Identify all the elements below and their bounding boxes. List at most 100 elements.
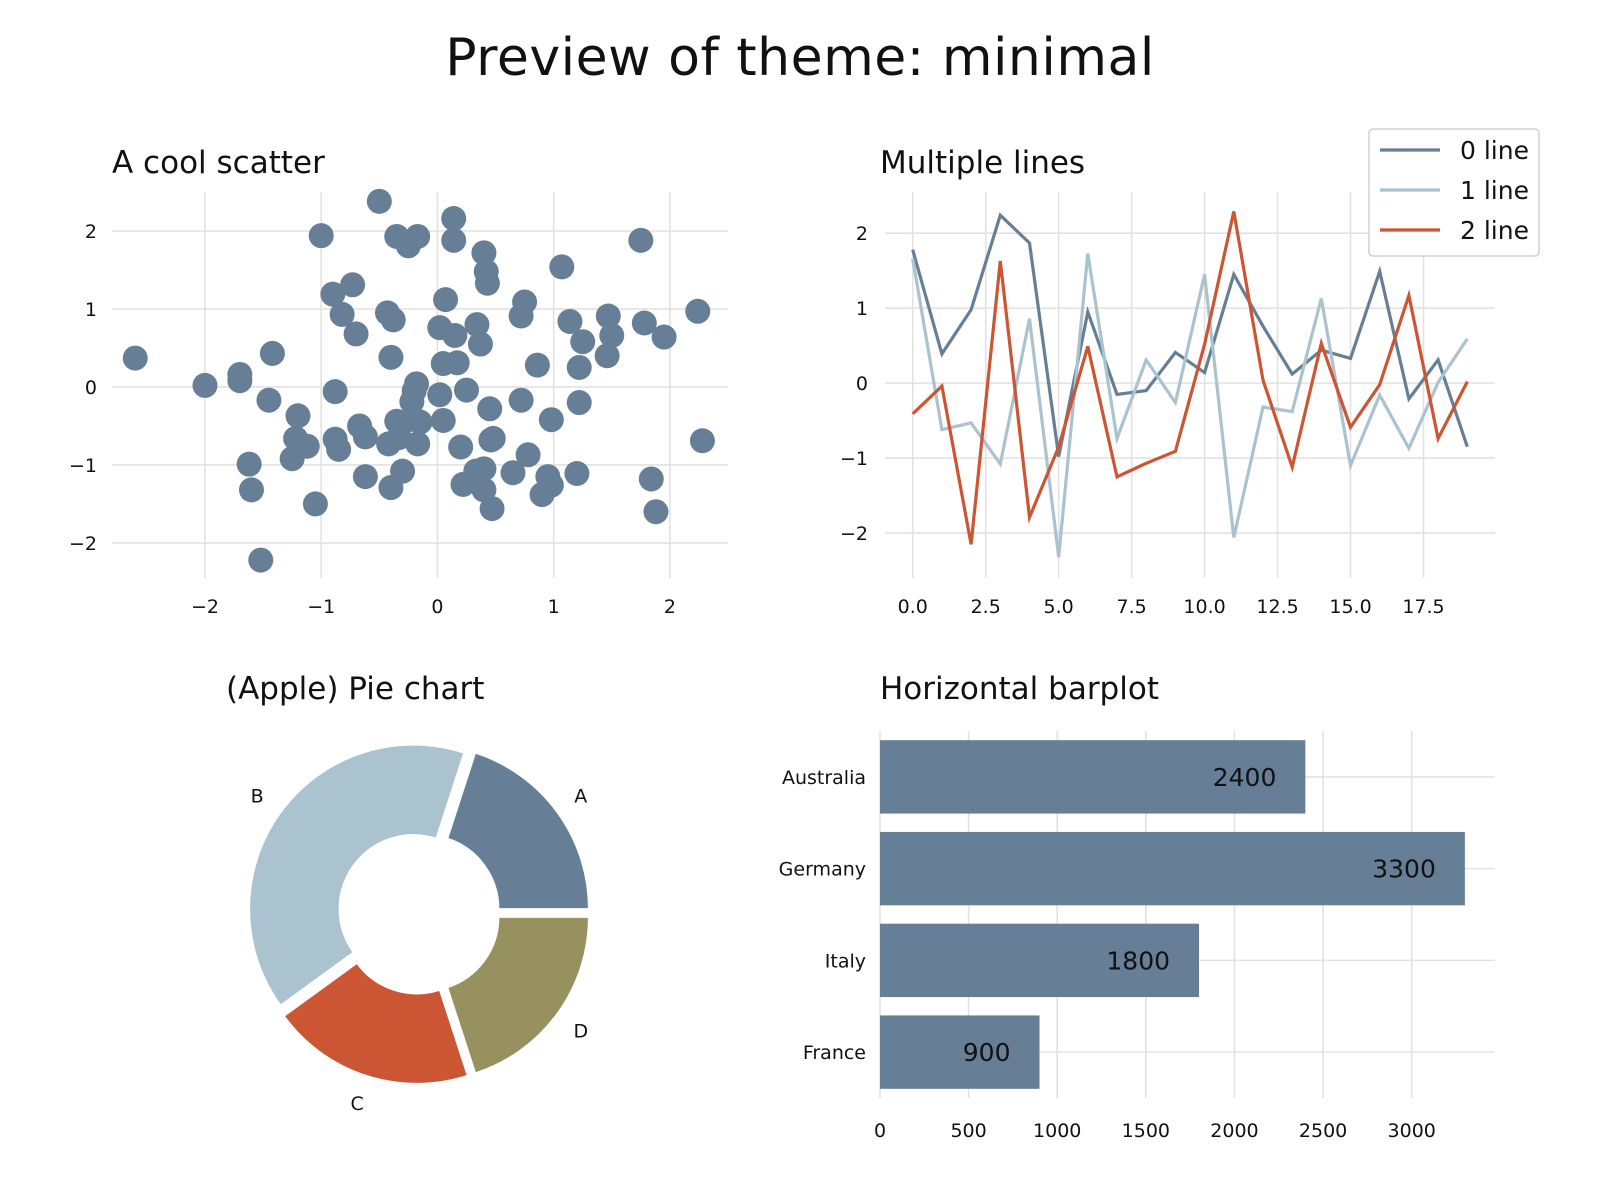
scatter-point <box>285 403 311 429</box>
scatter-point <box>628 227 654 253</box>
pie-slice-a <box>446 751 590 910</box>
scatter-point <box>192 372 218 398</box>
bar-value-label: 1800 <box>1106 946 1170 975</box>
scatter-y-tick-label: −1 <box>69 455 97 477</box>
scatter-y-tick-label: 1 <box>85 299 97 321</box>
scatter-point <box>236 451 262 477</box>
lines-x-tick-label: 5.0 <box>1044 596 1074 618</box>
scatter-point <box>256 387 282 413</box>
scatter-point <box>474 270 500 296</box>
scatter-point <box>442 322 468 348</box>
scatter-point <box>405 223 431 249</box>
barh-y-tick-label: France <box>803 1042 866 1064</box>
line-series-1 <box>911 253 1469 558</box>
scatter-point <box>430 407 456 433</box>
scatter-point <box>515 442 541 468</box>
scatter-point <box>405 431 431 457</box>
scatter-point <box>471 456 497 482</box>
scatter-point <box>570 329 596 355</box>
scatter-point <box>689 428 715 454</box>
pie-slice-c <box>283 962 469 1085</box>
scatter-point <box>464 312 490 338</box>
scatter-point <box>512 289 538 315</box>
scatter-y-tick-label: 2 <box>85 221 97 243</box>
lines-y-tick-label: 0 <box>856 373 868 395</box>
scatter-point <box>340 272 366 298</box>
scatter-point <box>444 350 470 376</box>
scatter-point <box>433 287 459 313</box>
scatter-point <box>122 345 148 371</box>
bar-value-label: 2400 <box>1213 763 1277 792</box>
bar-italy <box>880 923 1200 998</box>
legend-label-2: 2 line <box>1460 216 1529 245</box>
scatter-y-tick-label: −2 <box>69 533 97 555</box>
scatter-point <box>441 227 467 253</box>
line-series-0 <box>911 212 1469 457</box>
scatter-point <box>390 458 416 484</box>
line-series-2 <box>911 211 1469 545</box>
barh-x-tick-label: 1500 <box>1122 1120 1170 1142</box>
scatter-point <box>467 331 493 357</box>
barh-y-tick-label: Germany <box>779 859 866 881</box>
scatter-point <box>471 477 497 503</box>
scatter-point <box>549 254 575 280</box>
lines-x-tick-label: 0.0 <box>898 596 928 618</box>
lines-y-tick-label: −1 <box>840 448 868 470</box>
scatter-point <box>380 307 406 333</box>
legend-label-0: 0 line <box>1460 136 1529 165</box>
scatter-point <box>308 223 334 249</box>
lines-x-tick-label: 10.0 <box>1183 596 1225 618</box>
scatter-point <box>477 396 503 422</box>
scatter-point <box>643 499 669 525</box>
legend-label-1: 1 line <box>1460 176 1529 205</box>
scatter-point <box>378 344 404 370</box>
scatter-point <box>651 324 677 350</box>
scatter-x-tick-label: 0 <box>431 596 443 618</box>
barh-y-tick-label: Italy <box>825 950 866 972</box>
scatter-x-tick-label: 2 <box>664 596 676 618</box>
scatter-y-tick-label: 0 <box>85 377 97 399</box>
scatter-point <box>538 407 564 433</box>
scatter-point <box>441 206 467 232</box>
lines-x-tick-label: 12.5 <box>1256 596 1298 618</box>
barh-x-tick-label: 0 <box>874 1120 886 1142</box>
pie-label-d: D <box>573 1021 588 1043</box>
scatter-point <box>595 303 621 329</box>
scatter-point <box>238 477 264 503</box>
scatter-point <box>227 361 253 387</box>
legend-frame <box>1368 128 1540 257</box>
scatter-point <box>685 298 711 324</box>
scatter-point <box>427 382 453 408</box>
scatter-point <box>248 547 274 573</box>
bar-germany <box>880 831 1465 906</box>
scatter-point <box>352 424 378 450</box>
scatter-point <box>566 354 592 380</box>
scatter-point <box>564 461 590 487</box>
scatter-point <box>329 301 355 327</box>
scatter-point <box>566 390 592 416</box>
bar-value-label: 900 <box>963 1038 1011 1067</box>
barh-x-tick-label: 2000 <box>1210 1120 1258 1142</box>
scatter-x-tick-label: −1 <box>307 596 335 618</box>
scatter-point <box>479 496 505 522</box>
pie-slice-d <box>446 916 590 1075</box>
scatter-point <box>320 281 346 307</box>
scatter-point <box>638 466 664 492</box>
bar-value-label: 3300 <box>1372 855 1436 884</box>
scatter-point <box>631 310 657 336</box>
pie-label-b: B <box>251 785 264 807</box>
pie-label-c: C <box>351 1093 364 1115</box>
barh-panel: Horizontal barplot 0 500 1000 1500 2000 2500 30… <box>779 671 1495 1142</box>
figure-title: Preview of theme: minimal <box>445 28 1155 88</box>
pie-slice-b <box>248 744 465 1007</box>
scatter-panel: A cool scatter −2 −1 0 1 2 −2 −1 0 1 2 <box>69 145 728 618</box>
barh-x-tick-label: 2500 <box>1299 1120 1347 1142</box>
scatter-point <box>453 377 479 403</box>
scatter-point <box>404 371 430 397</box>
scatter-point <box>366 188 392 214</box>
barh-y-tick-label: Australia <box>782 767 866 789</box>
lines-y-tick-label: 2 <box>856 223 868 245</box>
pie-title: (Apple) Pie chart <box>226 671 484 707</box>
scatter-point <box>322 379 348 405</box>
